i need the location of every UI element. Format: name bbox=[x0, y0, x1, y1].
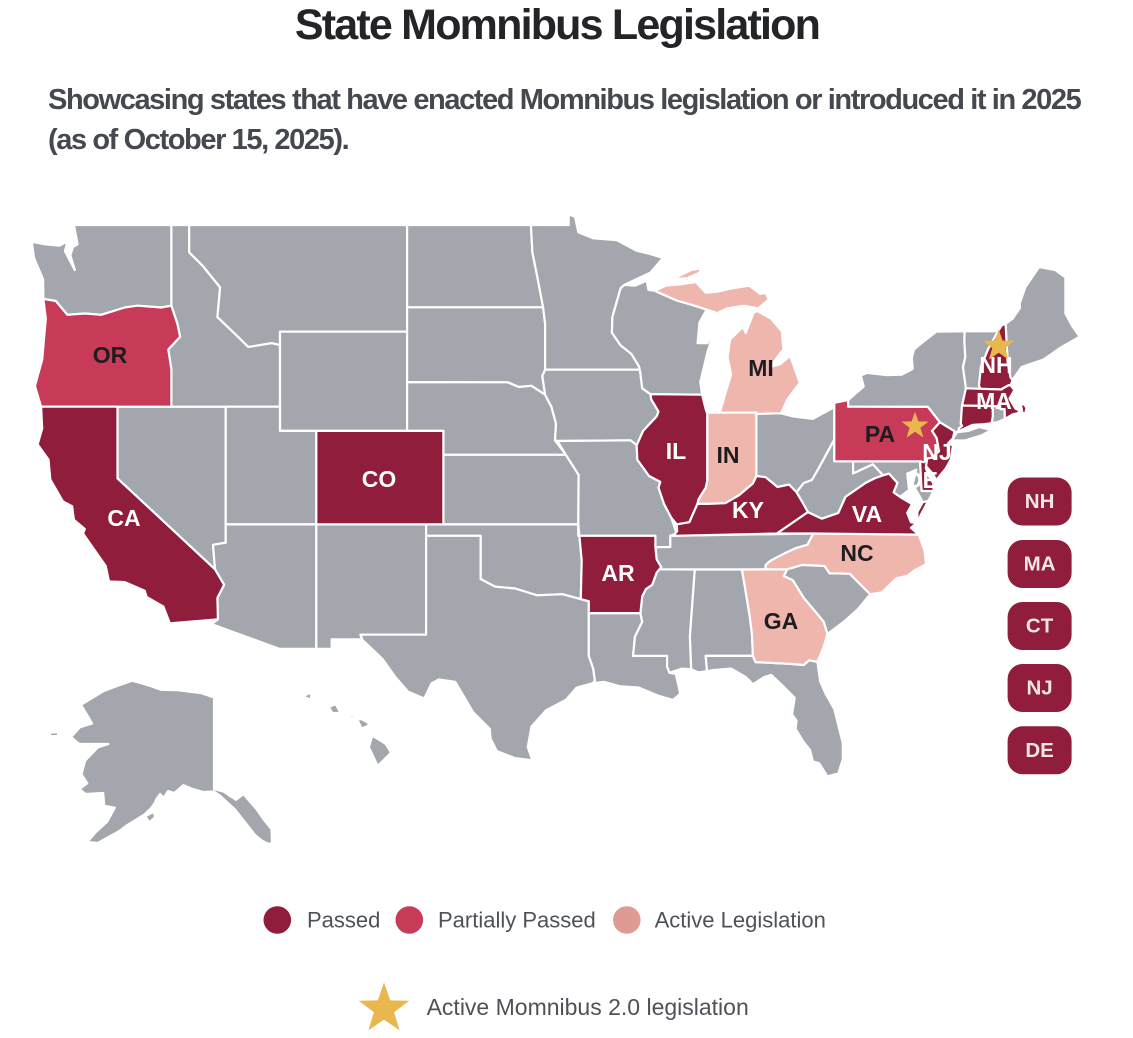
svg-text:Active Momnibus 2.0 legislatio: Active Momnibus 2.0 legislation bbox=[427, 994, 749, 1020]
svg-text:NH: NH bbox=[979, 352, 1012, 378]
svg-text:MI: MI bbox=[748, 355, 774, 381]
svg-text:CO: CO bbox=[362, 466, 397, 492]
svg-text:NJ: NJ bbox=[922, 439, 951, 465]
svg-text:NH: NH bbox=[1025, 490, 1055, 513]
svg-text:AR: AR bbox=[601, 560, 635, 586]
svg-text:NJ: NJ bbox=[1026, 677, 1052, 700]
svg-text:PA: PA bbox=[865, 421, 895, 447]
svg-text:NC: NC bbox=[840, 540, 873, 566]
svg-text:MA: MA bbox=[976, 388, 1012, 414]
svg-text:OR: OR bbox=[93, 342, 128, 368]
svg-text:DE: DE bbox=[906, 467, 938, 493]
svg-text:GA: GA bbox=[764, 608, 799, 634]
svg-text:KY: KY bbox=[732, 497, 764, 523]
svg-text:Active Legislation: Active Legislation bbox=[655, 908, 826, 933]
svg-text:Passed: Passed bbox=[307, 908, 380, 933]
svg-text:VA: VA bbox=[852, 501, 882, 527]
svg-text:DE: DE bbox=[1025, 739, 1053, 762]
svg-text:Partially Passed: Partially Passed bbox=[438, 908, 596, 933]
svg-text:IN: IN bbox=[717, 442, 740, 468]
svg-text:CT: CT bbox=[1026, 615, 1054, 638]
svg-text:IL: IL bbox=[666, 438, 686, 464]
svg-text:MA: MA bbox=[1024, 553, 1056, 576]
svg-text:CA: CA bbox=[107, 505, 140, 531]
